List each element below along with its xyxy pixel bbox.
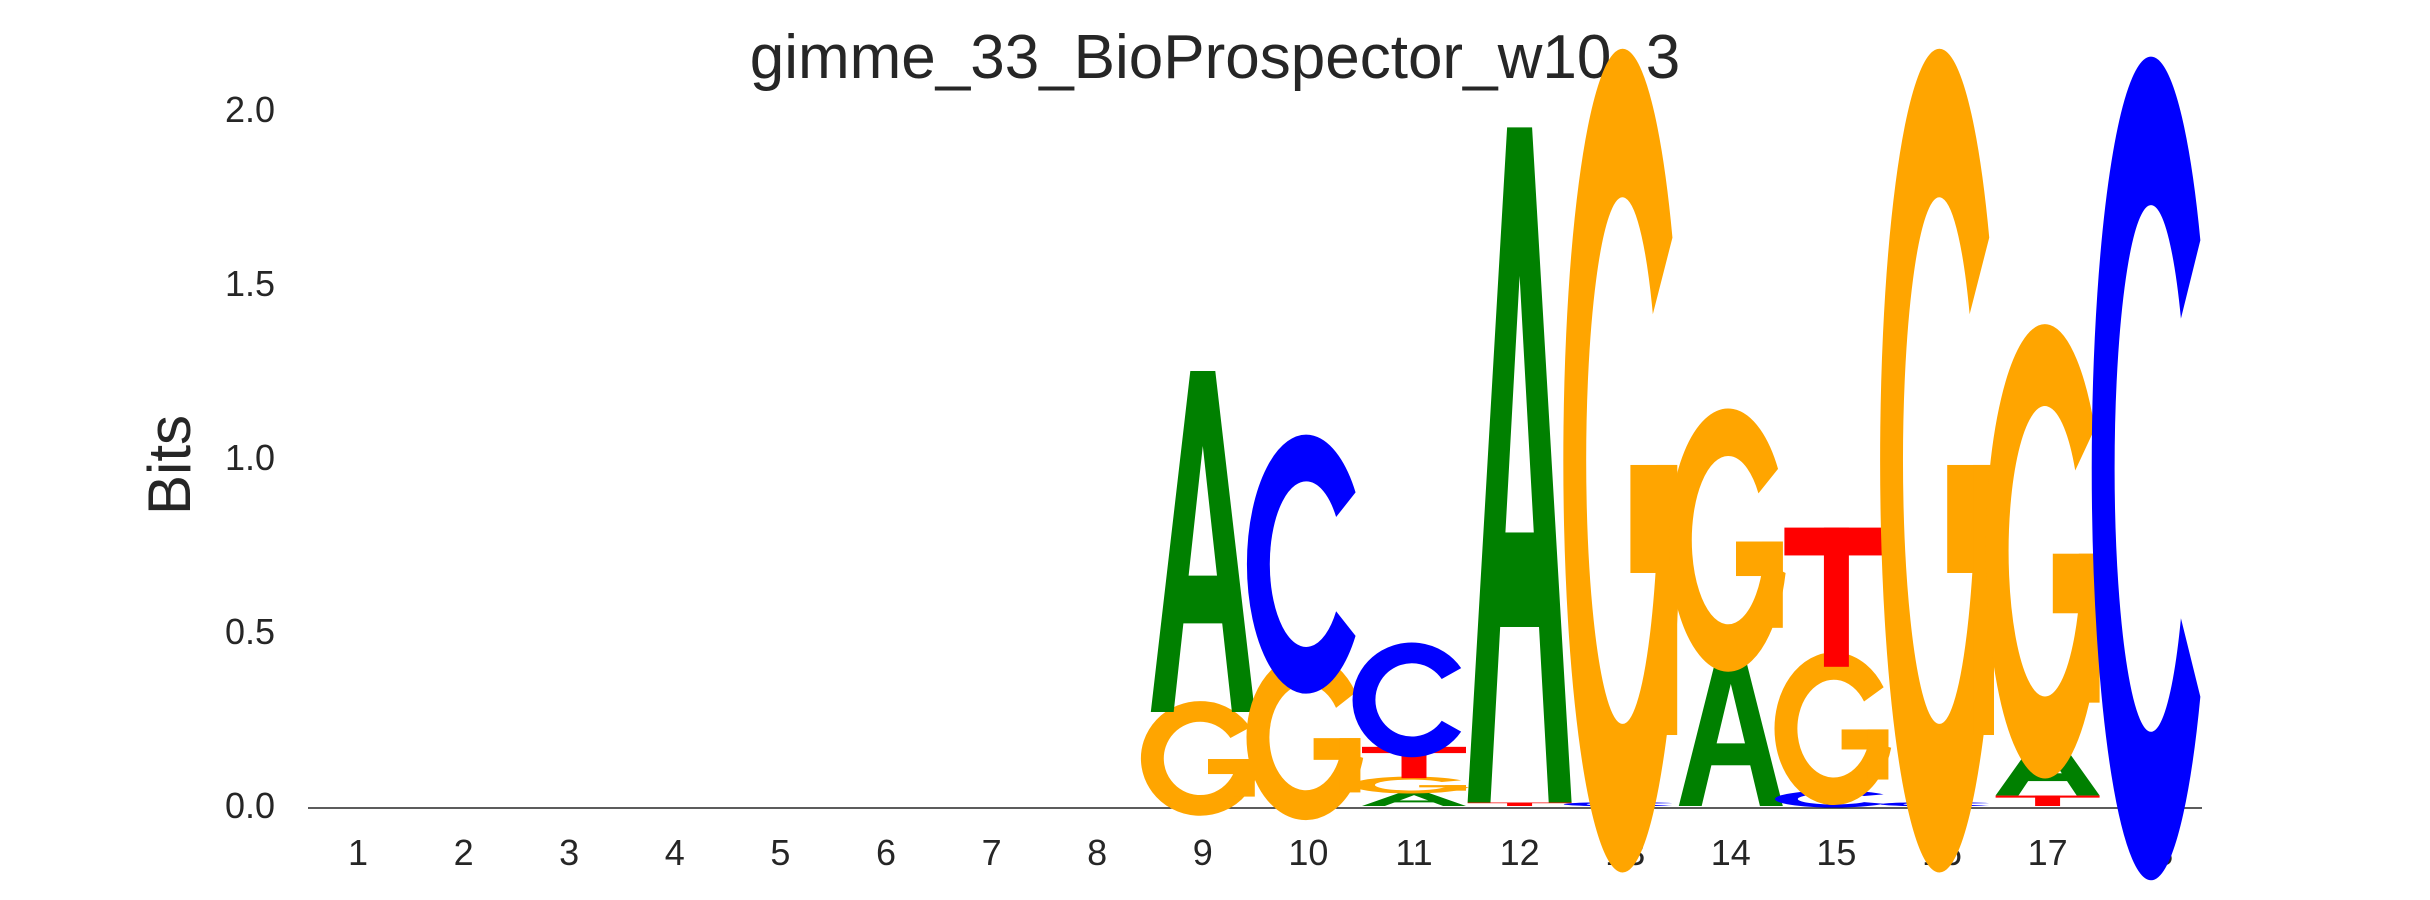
x-tick-label: 3 — [559, 832, 579, 873]
logo-letter-a — [1467, 127, 1572, 803]
logo-letter-c — [1352, 642, 1462, 758]
y-tick-label: 0.5 — [225, 611, 275, 652]
x-tick-label: 6 — [876, 832, 896, 873]
x-tick-label: 9 — [1193, 832, 1213, 873]
logo-letter-g — [1352, 776, 1469, 794]
x-tick-label: 12 — [1500, 832, 1540, 873]
x-tick-label: 5 — [770, 832, 790, 873]
logo-letter-t — [1467, 802, 1572, 806]
logo-letter-g — [1774, 652, 1892, 806]
logo-letter-a — [1150, 371, 1255, 713]
y-tick-label: 1.0 — [225, 437, 275, 478]
y-axis-label-group: Bits — [136, 415, 203, 515]
logo-letter-t — [1995, 795, 2100, 806]
x-tick-label: 8 — [1087, 832, 1107, 873]
x-tick-label: 14 — [1711, 832, 1751, 873]
logo-letter-g — [1563, 48, 1680, 873]
x-tick-label: 15 — [1816, 832, 1856, 873]
logo-letter-a — [1362, 792, 1466, 806]
logo-letter-a — [1678, 649, 1783, 806]
y-tick-labels: 0.0 0.5 1.0 1.5 2.0 — [225, 89, 275, 826]
chart-title: gimme_33_BioProspector_w10_3 — [749, 23, 1681, 92]
logo-letter-t — [1784, 527, 1889, 667]
x-tick-label: 11 — [1395, 832, 1432, 873]
logo-letter-c — [1246, 434, 1356, 694]
letter-stacks — [1140, 48, 2201, 881]
logo-letter-g — [1140, 701, 1258, 816]
logo-letter-g — [1668, 408, 1786, 672]
logo-letter-g — [1880, 48, 1997, 873]
x-tick-label: 7 — [982, 832, 1002, 873]
x-tick-label: 1 — [348, 832, 368, 873]
logo-letter-g — [1985, 324, 2103, 779]
x-tick-label: 17 — [2028, 832, 2068, 873]
x-tick-label: 2 — [454, 832, 474, 873]
logo-letter-c — [2091, 56, 2201, 881]
y-axis-label: Bits — [136, 415, 203, 515]
y-tick-label: 0.0 — [225, 785, 275, 826]
x-tick-label: 4 — [665, 832, 685, 873]
y-tick-label: 2.0 — [225, 89, 275, 130]
x-tick-labels: 1 2 3 4 5 6 7 8 9 10 11 12 13 14 15 16 17 18 — [348, 832, 2173, 873]
x-tick-label: 10 — [1288, 832, 1328, 873]
y-tick-label: 1.5 — [225, 263, 275, 304]
